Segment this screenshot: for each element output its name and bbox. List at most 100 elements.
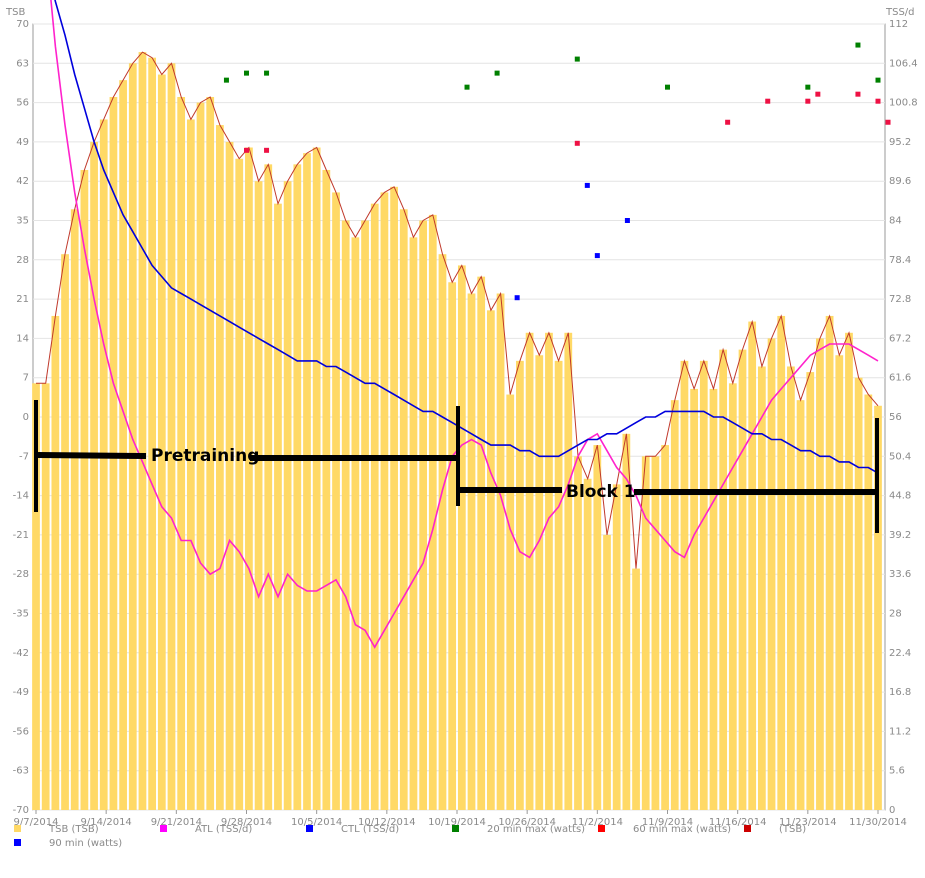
tsb-bar [816,338,824,810]
tsb-bar [341,220,350,810]
tsb-bar [516,360,524,810]
point-60min [725,119,731,125]
tsb-bar [467,293,476,810]
left-tick-label: 56 [16,98,29,109]
left-tick-label: 7 [23,373,29,384]
right-tick-label: 33.6 [889,569,911,580]
tsb-bar [719,349,728,810]
right-tick-label: 11.2 [889,726,911,737]
point-20min [264,70,270,76]
tsb-bar [748,321,757,810]
tsb-bar [593,445,602,810]
tsb-bar [428,214,437,810]
right-tick-label: 50.4 [889,451,911,462]
legend-swatch [14,839,21,846]
left-tick-label: -49 [13,687,29,698]
point-20min [855,42,861,48]
tsb-bar [767,338,776,810]
legend-swatch [14,825,21,832]
point-60min [815,91,821,97]
right-tick-label: 100.8 [889,98,918,109]
point-60min [574,140,580,146]
tsb-bar [99,119,108,810]
tsb-bar [796,400,805,810]
tsb-bar [32,383,40,810]
x-tick-label: 9/14/2014 [81,817,132,828]
tsb-bar [177,96,186,810]
left-tick-label: 14 [16,333,29,344]
x-tick-label: 10/26/2014 [498,817,556,828]
point-20min [464,84,470,90]
right-tick-label: 67.2 [889,333,911,344]
tsb-bar [206,96,215,810]
tsb-bar [690,388,698,810]
left-tick-label: -7 [19,451,29,462]
tsb-bar [70,209,79,810]
tsb-bar [825,315,834,810]
tsb-bar [380,192,389,810]
tsb-bar [274,203,282,810]
legend-label: 60 min max (watts) [633,824,731,835]
pretraining-arrow-left [37,452,147,459]
x-tick-label: 11/16/2014 [709,817,767,828]
left-tick-label: -70 [13,805,29,816]
point-90min [584,182,590,188]
tsb-bar [622,433,631,810]
left-tick-label: -35 [13,609,29,620]
x-tick-label: 9/7/2014 [14,817,59,828]
point-20min [494,70,500,76]
tsb-bar [148,57,157,810]
tsb-bar [322,169,331,810]
point-60min [885,119,891,125]
tsb-bar [264,164,273,810]
point-90min [514,295,520,301]
tsb-bar [487,310,495,810]
tsb-bar [574,456,582,810]
right-tick-label: 106.4 [889,58,918,69]
point-90min [624,218,630,223]
tsb-bar [438,254,447,810]
x-tick-label: 9/21/2014 [151,817,202,828]
tsb-bar [641,456,650,810]
tsb-bar [854,377,863,810]
tsb-bar [293,164,302,810]
tsb-bar [90,141,98,810]
right-tick-label: 28 [889,609,902,620]
left-tick-label: -28 [13,569,29,580]
tsb-bar [186,119,195,810]
tsb-bar [787,366,795,810]
tsb-bar [216,125,224,811]
tsb-bar [554,360,563,810]
point-20min [665,84,670,90]
tsb-bar [332,192,340,810]
tsb-bar [535,355,544,810]
left-tick-label: 49 [16,137,29,148]
tsb-bar [138,52,147,811]
x-tick-label: 11/23/2014 [779,817,837,828]
point-20min [875,77,881,83]
x-tick-label: 10/5/2014 [291,817,342,828]
right-tick-label: 56 [889,412,902,423]
legend-swatch [598,825,605,832]
legend-swatch [452,825,459,832]
point-20min [244,70,249,76]
tsb-bar [777,315,786,810]
tsb-bar [680,360,689,810]
left-tick-label: 42 [16,176,29,187]
legend-swatch [306,825,313,832]
left-tick-label: 70 [16,19,29,30]
right-tick-label: 78.4 [889,255,911,266]
tsb-bar [370,203,379,810]
x-tick-label: 11/2/2014 [572,817,623,828]
tsb-bar [128,63,137,811]
left-tick-label: 0 [23,412,29,423]
tsb-bar [254,181,263,810]
tsb-bar [545,332,553,810]
x-tick-label: 10/12/2014 [358,817,416,828]
legend-swatch [160,825,167,832]
tsb-bar [525,332,534,810]
tsb-bar [564,332,573,810]
tsb-bar [603,534,611,810]
legend-label: ATL (TSS/d) [195,824,252,835]
